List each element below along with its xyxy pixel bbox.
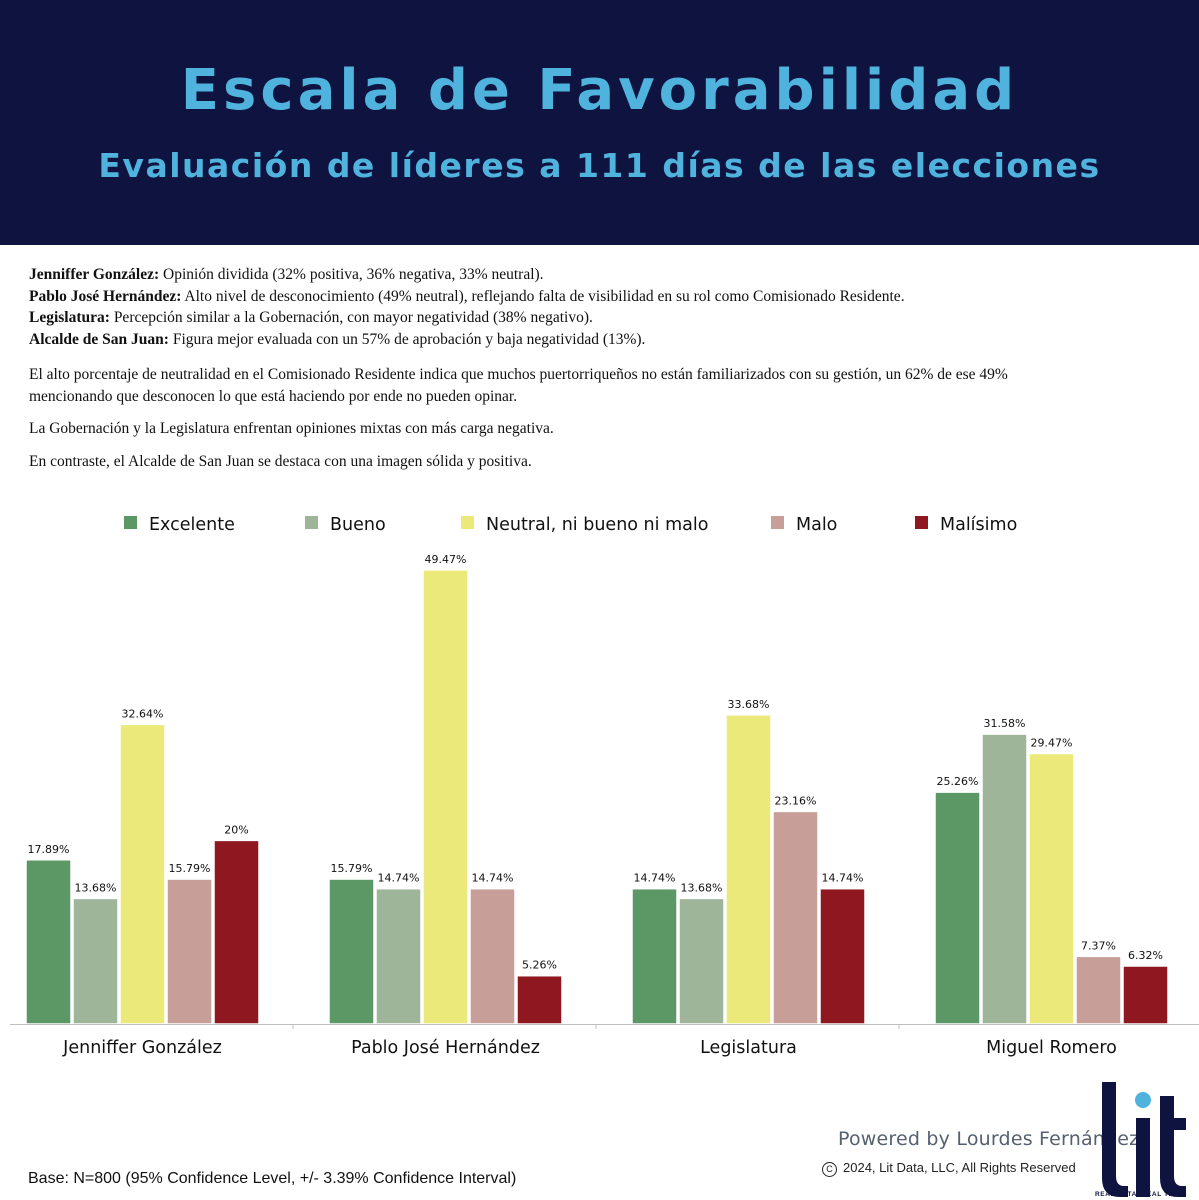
bar-value-label: 32.64% bbox=[122, 707, 164, 720]
summary-item: Alcalde de San Juan: Figura mejor evalua… bbox=[29, 329, 1169, 351]
page-title: Escala de Favorabilidad bbox=[180, 58, 1019, 123]
bar bbox=[631, 887, 678, 1025]
category-label: Jenniffer González bbox=[62, 1038, 222, 1058]
bar-value-label: 14.74% bbox=[472, 872, 514, 885]
bar bbox=[213, 839, 260, 1025]
bar bbox=[119, 723, 166, 1025]
bar-value-label: 5.26% bbox=[522, 959, 557, 972]
header-banner: Escala de Favorabilidad Evaluación de lí… bbox=[0, 0, 1199, 245]
category-label: Miguel Romero bbox=[986, 1038, 1117, 1058]
copyright-notice: C 2024, Lit Data, LLC, All Rights Reserve… bbox=[822, 1160, 1076, 1177]
legend-swatch bbox=[461, 516, 474, 529]
bar-value-label: 6.32% bbox=[1128, 949, 1163, 962]
copyright-text: 2024, Lit Data, LLC, All Rights Reserved bbox=[843, 1160, 1076, 1175]
summary-text: Percepción similar a la Gobernación, con… bbox=[109, 309, 593, 326]
bar bbox=[1075, 955, 1122, 1025]
bar bbox=[516, 974, 563, 1025]
bar bbox=[375, 887, 422, 1025]
summary-text: Alto nivel de desconocimiento (49% neutr… bbox=[181, 287, 905, 305]
bar-value-label: 23.16% bbox=[775, 794, 817, 807]
summary-text: Opinión dividida (32% positiva, 36% nega… bbox=[159, 266, 544, 283]
bar bbox=[422, 569, 469, 1025]
bar-value-label: 7.37% bbox=[1081, 939, 1116, 952]
bar-value-label: 17.89% bbox=[28, 843, 70, 856]
summary-item: Legislatura: Percepción similar a la Gob… bbox=[29, 307, 1169, 329]
bar-value-label: 15.79% bbox=[169, 862, 211, 875]
bar-value-label: 25.26% bbox=[937, 775, 979, 788]
summary-item: Pablo José Hernández: Alto nivel de desc… bbox=[29, 286, 1169, 308]
summary-label: Legislatura: bbox=[29, 309, 110, 326]
bar-value-label: 33.68% bbox=[728, 698, 770, 711]
bar-value-label: 15.79% bbox=[331, 862, 373, 875]
bar bbox=[981, 733, 1028, 1025]
summary-text: Figura mejor evaluada con un 57% de apro… bbox=[168, 330, 646, 348]
paragraph-mixed-opinions: La Gobernación y la Legislatura enfrenta… bbox=[29, 420, 554, 437]
bar-value-label: 31.58% bbox=[984, 717, 1026, 730]
bar-value-label: 49.47% bbox=[425, 553, 467, 566]
bar bbox=[166, 878, 213, 1025]
powered-by-credit: Powered by Lourdes Fernández bbox=[838, 1128, 1140, 1150]
bar-value-label: 14.74% bbox=[634, 872, 676, 885]
legend-label: Excelente bbox=[149, 515, 235, 535]
legend-swatch bbox=[915, 516, 928, 529]
bar bbox=[819, 887, 866, 1025]
bar bbox=[934, 791, 981, 1025]
bar bbox=[772, 810, 819, 1025]
paragraph-neutrality: El alto porcentaje de neutralidad en el … bbox=[29, 366, 1008, 405]
page-subtitle: Evaluación de líderes a 111 días de las … bbox=[98, 146, 1101, 185]
bar bbox=[328, 878, 375, 1025]
copyright-icon: C bbox=[822, 1162, 837, 1177]
summary-item: Jenniffer González: Opinión dividida (32… bbox=[29, 264, 1169, 286]
legend-swatch bbox=[771, 516, 784, 529]
category-label: Pablo José Hernández bbox=[351, 1038, 540, 1058]
legend-swatch bbox=[305, 516, 318, 529]
paragraph-contrast: En contraste, el Alcalde de San Juan se … bbox=[29, 453, 532, 470]
bar bbox=[72, 897, 119, 1025]
bar bbox=[1028, 752, 1075, 1025]
bar bbox=[469, 887, 516, 1025]
bar bbox=[678, 897, 725, 1025]
bar-value-label: 20% bbox=[224, 823, 248, 836]
summary-label: Pablo José Hernández: bbox=[29, 287, 182, 305]
bar-value-label: 13.68% bbox=[75, 881, 117, 894]
bar-value-label: 13.68% bbox=[681, 881, 723, 894]
legend-label: Malísimo bbox=[940, 515, 1017, 535]
legend-swatch bbox=[124, 516, 137, 529]
legend-label: Bueno bbox=[330, 515, 386, 535]
bar-value-label: 14.74% bbox=[822, 872, 864, 885]
category-label: Legislatura bbox=[700, 1038, 797, 1058]
logo-tagline: REAL DATA. REAL TIME. bbox=[1095, 1191, 1185, 1198]
summary-list: Jenniffer González: Opinión dividida (32… bbox=[29, 264, 1169, 350]
summary-label: Jenniffer González: bbox=[29, 266, 160, 283]
bar bbox=[25, 859, 72, 1025]
legend-label: Neutral, ni bueno ni malo bbox=[486, 515, 708, 535]
sample-base-note: Base: N=800 (95% Confidence Level, +/- 3… bbox=[28, 1170, 517, 1187]
bar bbox=[1122, 965, 1169, 1025]
legend-label: Malo bbox=[796, 515, 837, 535]
summary-label: Alcalde de San Juan: bbox=[29, 330, 169, 348]
bar bbox=[725, 714, 772, 1025]
bar-value-label: 29.47% bbox=[1031, 736, 1073, 749]
bar-value-label: 14.74% bbox=[378, 872, 420, 885]
lit-logo bbox=[1102, 1082, 1186, 1197]
